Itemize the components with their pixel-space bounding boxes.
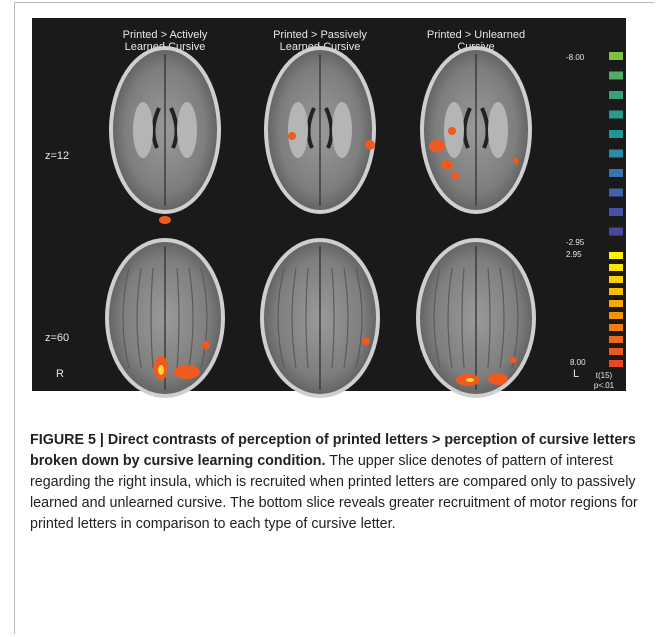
row-label: z=60 (45, 332, 69, 344)
column-header: Printed > Passively (273, 29, 367, 41)
caption: FIGURE 5 | Direct contrasts of perceptio… (30, 430, 638, 535)
colorbar-swatch (609, 130, 623, 138)
colorbar-label: -8.00 (566, 53, 585, 62)
colorbar-swatch (609, 91, 623, 99)
colorbar-swatch (609, 72, 623, 80)
side-label: R (56, 368, 64, 380)
colorbar-swatch (609, 288, 623, 295)
colorbar-swatch (609, 169, 623, 177)
row-label: z=12 (45, 150, 69, 162)
colorbar-statistic: t(15) (596, 371, 613, 380)
page: Printed > ActivelyLearned CursivePrinted… (0, 0, 657, 637)
colorbar-label: 2.95 (566, 250, 582, 259)
colorbar-swatch (609, 208, 623, 216)
colorbar-swatch (609, 348, 623, 355)
column-header: Printed > Unlearned (427, 29, 525, 41)
colorbar-threshold: p<.01 (594, 381, 615, 390)
white-matter (332, 102, 352, 158)
colorbar-swatch (609, 228, 623, 236)
side-label: L (573, 368, 579, 380)
colorbar-swatch (609, 264, 623, 271)
figure: Printed > ActivelyLearned CursivePrinted… (0, 0, 657, 400)
colorbar-swatch (609, 150, 623, 158)
column-header: Printed > Actively (123, 29, 208, 41)
colorbar-swatch (609, 324, 623, 331)
white-matter (133, 102, 153, 158)
colorbar-swatch (609, 252, 623, 259)
colorbar-swatch (609, 300, 623, 307)
colorbar-swatch (609, 52, 623, 60)
white-matter (177, 102, 197, 158)
colorbar-label: -2.95 (566, 238, 585, 247)
colorbar-swatch (609, 360, 623, 367)
colorbar-swatch (609, 111, 623, 119)
white-matter (288, 102, 308, 158)
colorbar-swatch (609, 336, 623, 343)
colorbar-swatch (609, 276, 623, 283)
colorbar-swatch (609, 189, 623, 197)
colorbar-swatch (609, 312, 623, 319)
colorbar-label: 8.00 (570, 358, 586, 367)
white-matter (488, 102, 508, 158)
